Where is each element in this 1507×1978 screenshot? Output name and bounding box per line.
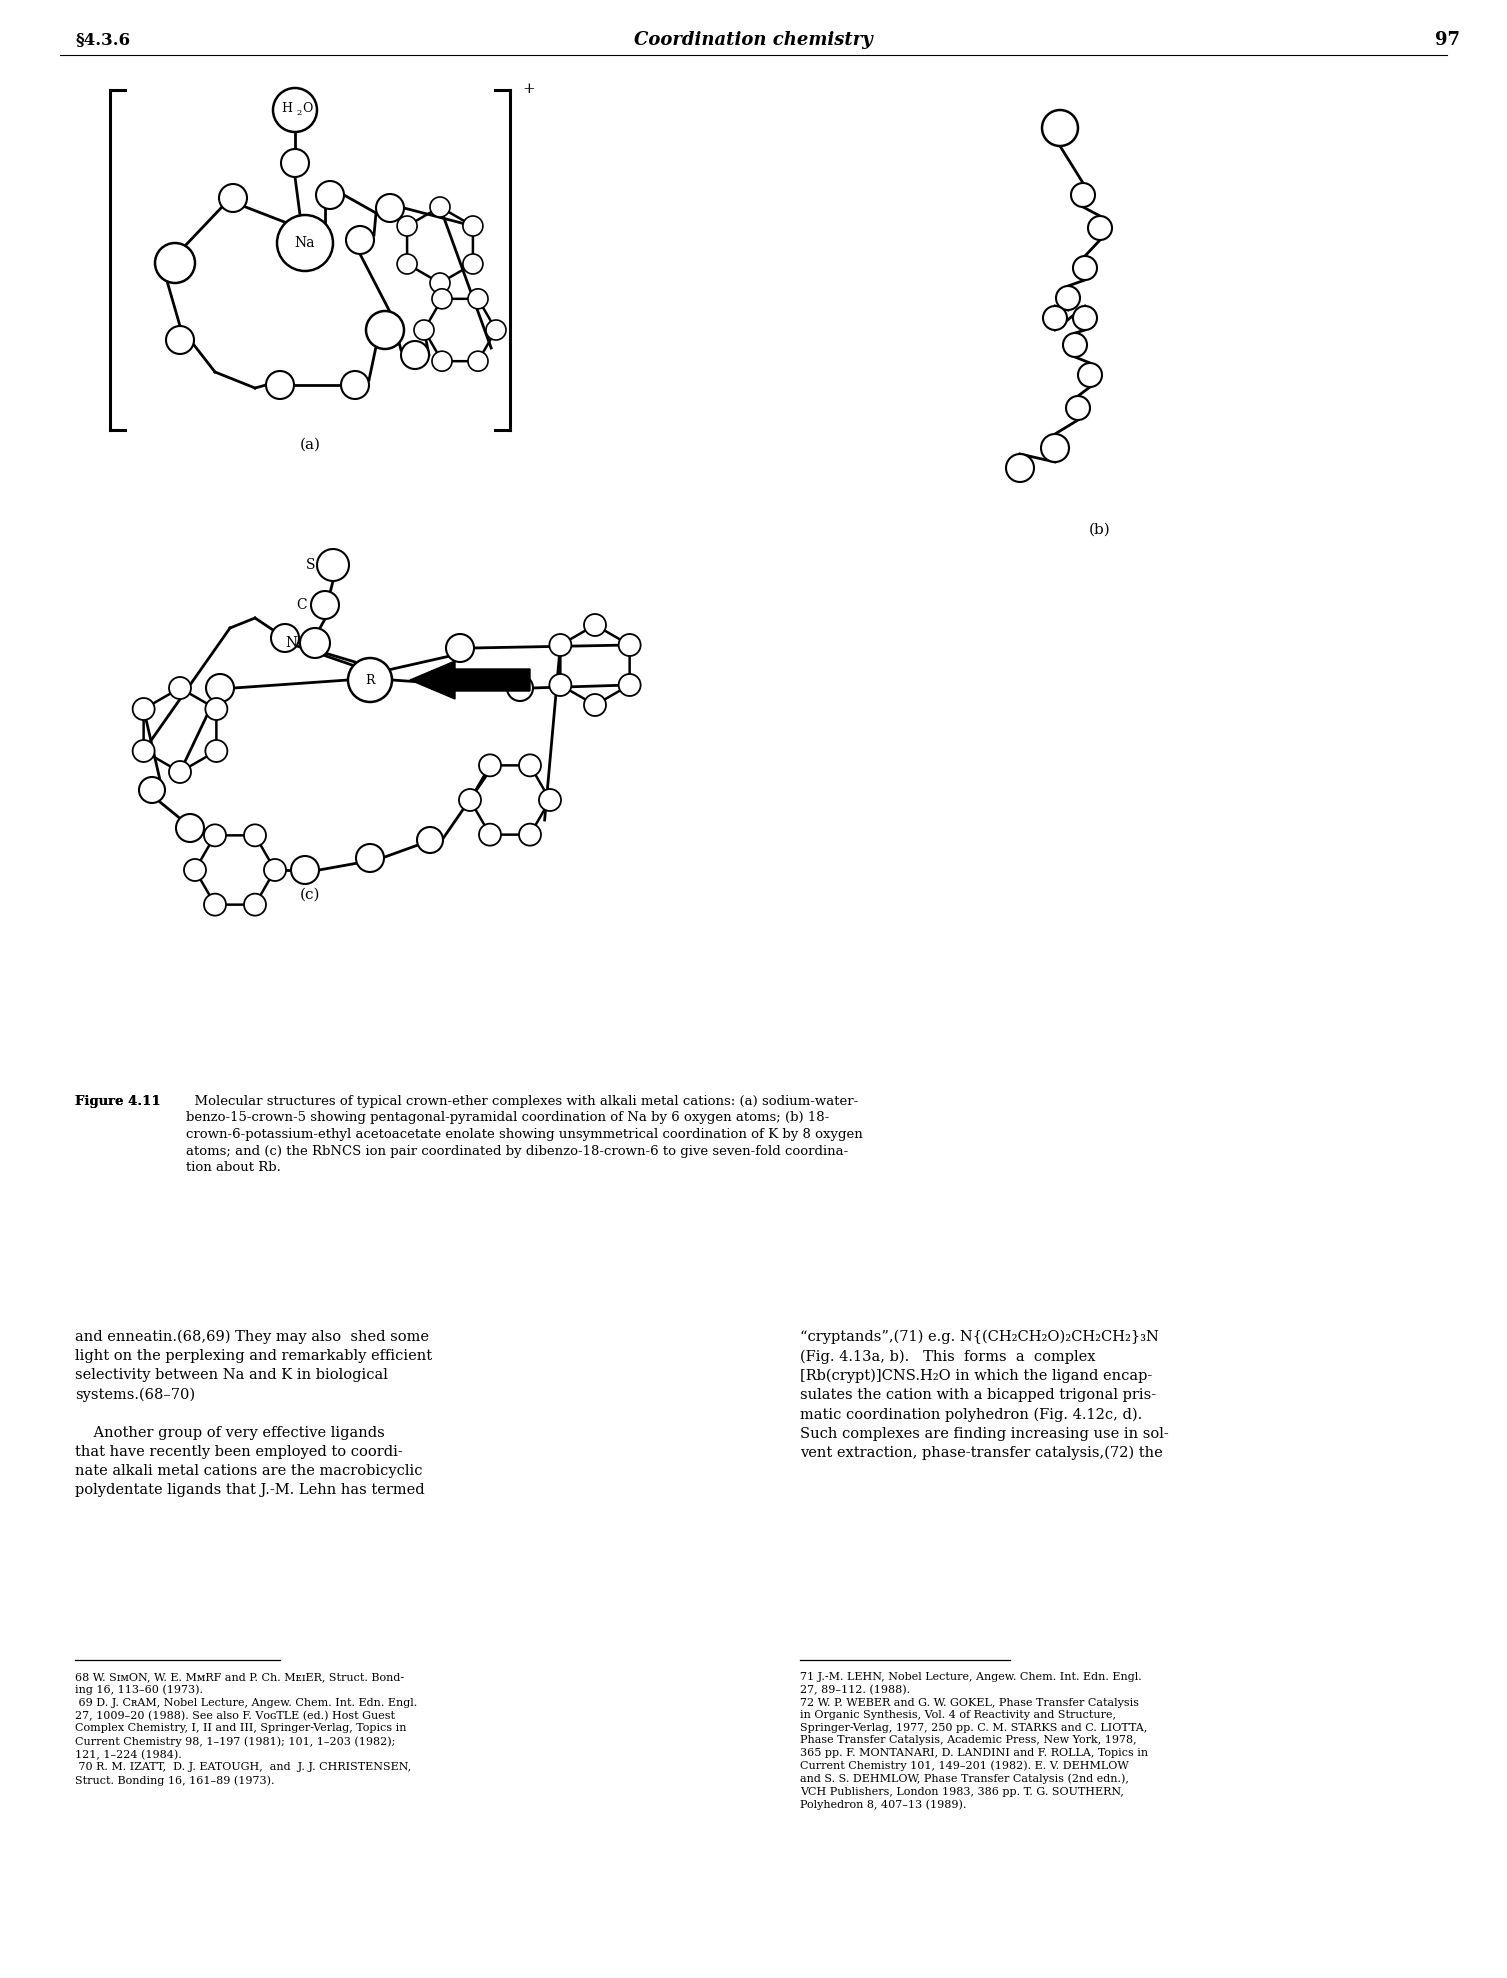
Circle shape [619, 674, 640, 696]
Circle shape [463, 216, 482, 235]
Text: S: S [306, 558, 315, 572]
Text: “cryptands”,(71) e.g. N{(CH₂CH₂O)₂CH₂CH₂}₃N
(Fig. 4.13a, b).   This  forms  a  c: “cryptands”,(71) e.g. N{(CH₂CH₂O)₂CH₂CH₂… [800, 1329, 1169, 1460]
Circle shape [506, 674, 533, 700]
Circle shape [433, 289, 452, 309]
Circle shape [1088, 216, 1112, 239]
Text: +: + [521, 81, 535, 97]
Circle shape [366, 311, 404, 348]
Text: H: H [282, 101, 292, 115]
Circle shape [1065, 396, 1090, 419]
Circle shape [1073, 307, 1097, 330]
Circle shape [280, 148, 309, 176]
Circle shape [377, 194, 404, 222]
Circle shape [184, 858, 206, 880]
Circle shape [316, 550, 350, 582]
Text: C: C [297, 597, 307, 611]
Circle shape [550, 674, 571, 696]
Text: Coordination chemistry: Coordination chemistry [633, 32, 873, 49]
Circle shape [203, 825, 226, 847]
Circle shape [244, 825, 267, 847]
Circle shape [1041, 111, 1078, 146]
Circle shape [479, 823, 500, 847]
Text: N: N [285, 637, 297, 651]
Circle shape [396, 253, 417, 275]
Circle shape [300, 627, 330, 659]
Circle shape [518, 754, 541, 775]
Text: 71 J.-M. LEHN, Nobel Lecture, Angew. Chem. Int. Edn. Engl.
27, 89–112. (1988).
7: 71 J.-M. LEHN, Nobel Lecture, Angew. Che… [800, 1671, 1148, 1810]
Circle shape [310, 591, 339, 619]
Text: Figure 4.11: Figure 4.11 [75, 1096, 161, 1108]
Circle shape [469, 352, 488, 372]
Circle shape [219, 184, 247, 212]
Circle shape [446, 635, 475, 663]
Circle shape [460, 789, 481, 811]
Circle shape [1071, 184, 1096, 208]
Circle shape [585, 613, 606, 637]
Circle shape [205, 740, 228, 762]
Text: 68 W. SɪᴍON, W. E. MᴍRF and P. Ch. MᴇɪER, Struct. Bond-
ing 16, 113–60 (1973).
 : 68 W. SɪᴍON, W. E. MᴍRF and P. Ch. MᴇɪER… [75, 1671, 417, 1786]
Circle shape [540, 789, 561, 811]
Text: Na: Na [295, 235, 315, 249]
Text: and enneatin.(68,69) They may also  shed some
light on the perplexing and remark: and enneatin.(68,69) They may also shed … [75, 1329, 433, 1497]
Circle shape [169, 762, 191, 783]
Circle shape [469, 289, 488, 309]
Circle shape [347, 225, 374, 253]
Circle shape [203, 894, 226, 916]
FancyArrow shape [410, 661, 530, 698]
Circle shape [463, 253, 482, 275]
Text: (a): (a) [300, 437, 321, 453]
Circle shape [433, 352, 452, 372]
Circle shape [619, 635, 640, 657]
Circle shape [1007, 455, 1034, 483]
Circle shape [550, 635, 571, 657]
Circle shape [1056, 287, 1081, 311]
Text: (c): (c) [300, 888, 321, 902]
Circle shape [1041, 433, 1068, 463]
Circle shape [277, 216, 333, 271]
Circle shape [356, 845, 384, 872]
Circle shape [417, 827, 443, 853]
Circle shape [205, 698, 228, 720]
Circle shape [133, 698, 155, 720]
Circle shape [396, 216, 417, 235]
Circle shape [206, 674, 234, 702]
Text: 97: 97 [1435, 32, 1460, 49]
Circle shape [291, 856, 319, 884]
Circle shape [429, 273, 451, 293]
Circle shape [429, 198, 451, 218]
Circle shape [414, 320, 434, 340]
Text: O: O [301, 101, 312, 115]
Circle shape [267, 372, 294, 400]
Circle shape [169, 676, 191, 698]
Circle shape [348, 659, 392, 702]
Circle shape [264, 858, 286, 880]
Text: R: R [365, 673, 375, 686]
Text: 2: 2 [297, 109, 301, 117]
Circle shape [479, 754, 500, 775]
Circle shape [1078, 364, 1102, 388]
Circle shape [1073, 255, 1097, 281]
Text: Molecular structures of typical crown-ether complexes with alkali metal cations:: Molecular structures of typical crown-et… [185, 1096, 862, 1175]
Circle shape [155, 243, 194, 283]
Circle shape [485, 320, 506, 340]
Circle shape [139, 777, 164, 803]
Circle shape [273, 87, 316, 133]
Text: (b): (b) [1090, 522, 1111, 536]
Text: §4.3.6: §4.3.6 [75, 32, 130, 49]
Circle shape [316, 182, 344, 210]
Circle shape [401, 340, 429, 370]
Circle shape [244, 894, 267, 916]
Circle shape [166, 326, 194, 354]
Text: Figure 4.11: Figure 4.11 [75, 1096, 161, 1108]
Circle shape [1043, 307, 1067, 330]
Circle shape [585, 694, 606, 716]
Circle shape [176, 815, 203, 843]
Circle shape [133, 740, 155, 762]
Circle shape [518, 823, 541, 847]
Circle shape [271, 623, 298, 653]
Circle shape [341, 372, 369, 400]
Circle shape [1062, 332, 1087, 356]
